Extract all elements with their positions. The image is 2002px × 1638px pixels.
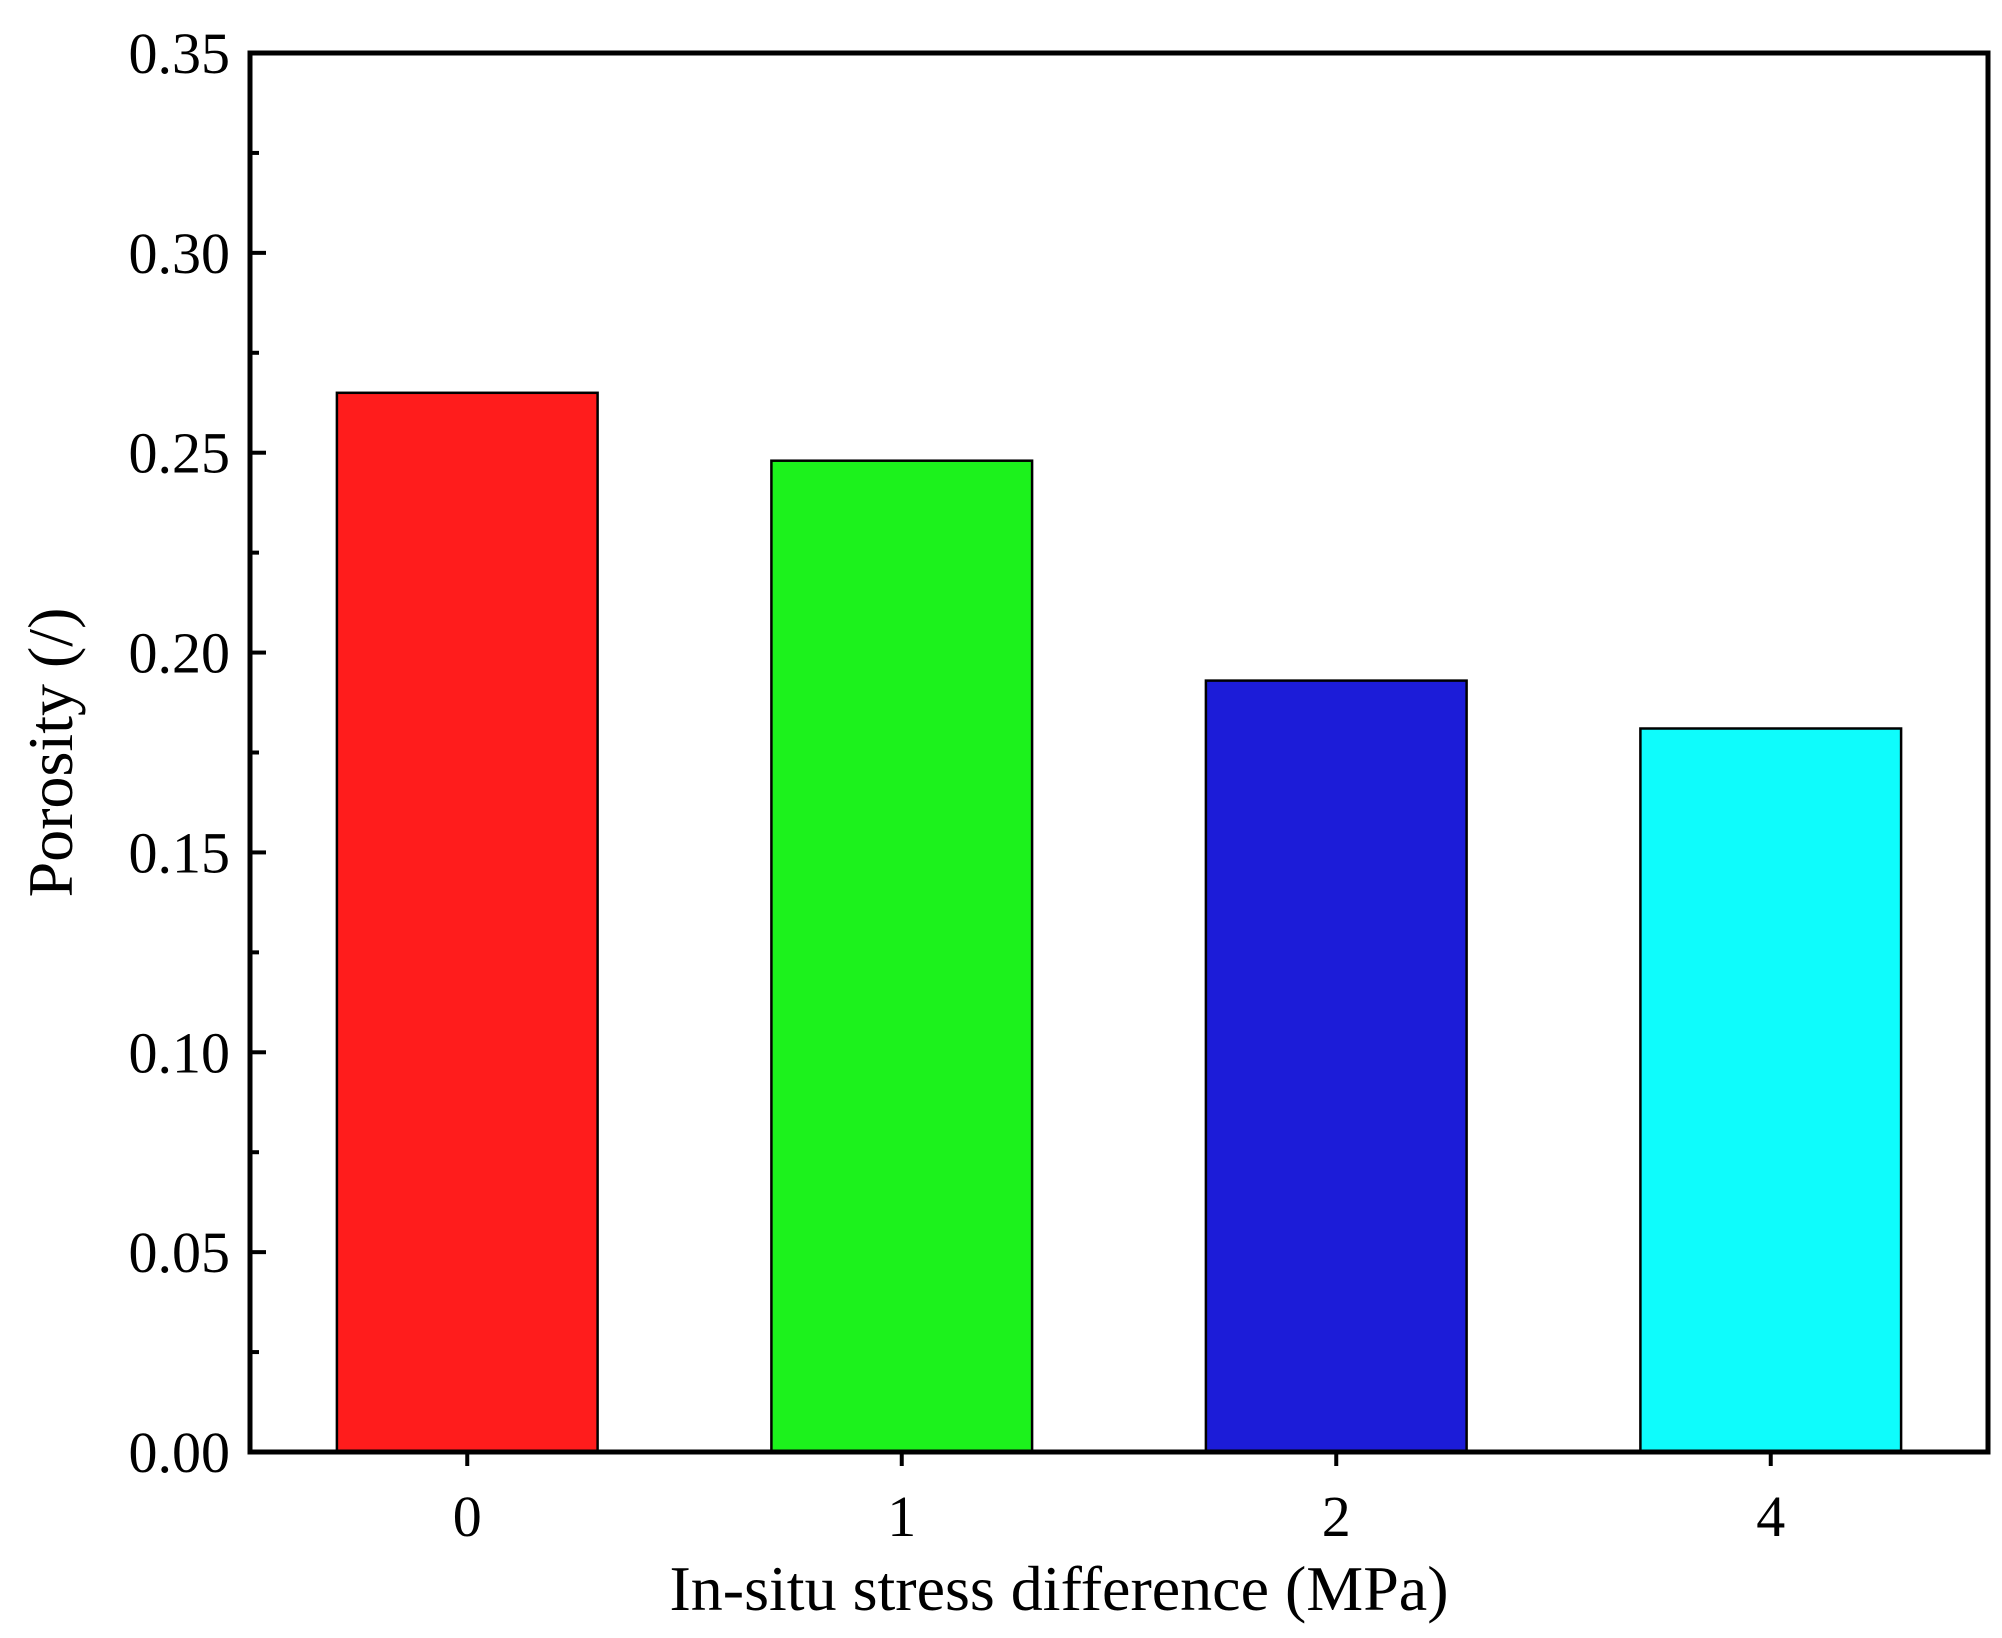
y-axis-title: Porosity (/)	[15, 608, 86, 898]
plot-frame	[247, 50, 1991, 1455]
y-tick-label: 0.10	[129, 1020, 231, 1085]
y-axis-ticks: 0.00 0.05 0.10 0.15 0.20 0.25 0.30 0.35	[129, 21, 266, 1485]
bar-1	[770, 459, 1034, 1454]
y-tick-label: 0.15	[129, 820, 231, 885]
x-tick-label: 2	[1322, 1484, 1351, 1549]
y-tick-label: 0.05	[129, 1220, 231, 1285]
y-tick-label: 0.20	[129, 621, 231, 686]
x-axis-ticks: 0 1 2 4	[453, 1452, 1785, 1549]
bars-group	[335, 391, 1903, 1454]
y-tick-label: 0.00	[129, 1420, 231, 1485]
bar-0	[335, 391, 599, 1454]
y-tick-label: 0.25	[129, 421, 231, 486]
x-tick-label: 4	[1756, 1484, 1785, 1549]
x-axis-title: In-situ stress difference (MPa)	[669, 1553, 1448, 1624]
y-tick-label: 0.35	[129, 21, 231, 86]
x-tick-label: 0	[453, 1484, 482, 1549]
y-tick-label: 0.30	[129, 221, 231, 286]
x-tick-label: 1	[887, 1484, 916, 1549]
bar-2	[1204, 679, 1468, 1454]
bar-4	[1639, 727, 1903, 1454]
